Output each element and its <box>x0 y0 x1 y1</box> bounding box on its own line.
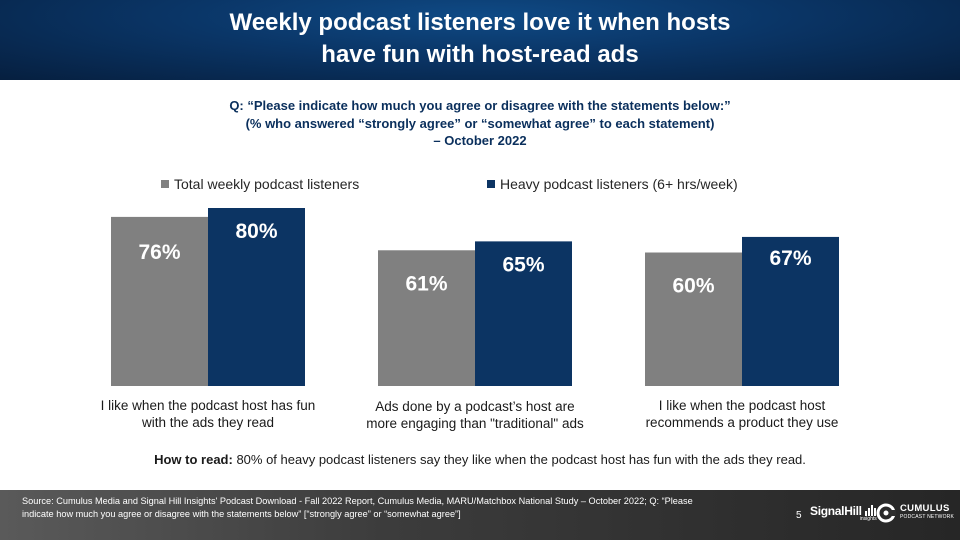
bar-total-3 <box>645 252 742 386</box>
data-label-total-3: 60% <box>672 275 714 298</box>
footer-bar: Source: Cumulus Media and Signal Hill In… <box>0 490 960 540</box>
page-title-line-2: have fun with host-read ads <box>321 41 639 68</box>
category-label-1-line-1: I like when the podcast host has fun <box>100 398 316 413</box>
how-to-read-label: How to read: <box>154 452 233 467</box>
legend-label-total: Total weekly podcast listeners <box>174 176 360 192</box>
legend-item-total: Total weekly podcast listeners <box>161 176 359 192</box>
category-label-2-line-1: Ads done by a podcast’s host are <box>375 399 575 414</box>
page-title-line-1: Weekly podcast listeners love it when ho… <box>229 9 731 36</box>
signal-bars-icon <box>864 505 876 516</box>
legend-item-heavy: Heavy podcast listeners (6+ hrs/week) <box>487 176 738 192</box>
legend-swatch-total <box>161 180 169 188</box>
data-label-heavy-1: 80% <box>235 220 277 243</box>
bar-total-1 <box>111 216 208 386</box>
cumulus-c-icon <box>876 503 896 523</box>
category-label-3-line-1: I like when the podcast host <box>658 398 826 413</box>
cumulus-logo: CUMULUS PODCAST NETWORK <box>876 503 954 523</box>
source-note: Source: Cumulus Media and Signal Hill In… <box>22 496 693 519</box>
how-to-read: How to read: 80% of heavy podcast listen… <box>0 452 960 467</box>
category-label-2: Ads done by a podcast’s host are more eng… <box>340 398 610 432</box>
data-label-total-1: 76% <box>138 241 180 264</box>
category-label-3-line-2: recommends a product they use <box>645 415 839 430</box>
bar-heavy-3 <box>742 236 839 386</box>
legend-swatch-heavy <box>487 180 495 188</box>
data-label-heavy-3: 67% <box>769 247 811 270</box>
how-to-read-text: 80% of heavy podcast listeners say they … <box>232 452 806 467</box>
page-title: Weekly podcast listeners love it when ho… <box>0 7 960 71</box>
title-banner: Weekly podcast listeners love it when ho… <box>0 0 960 80</box>
signal-hill-logo: SignalHill insights <box>810 504 877 522</box>
category-label-1: I like when the podcast host has fun with… <box>73 397 343 431</box>
data-label-heavy-2: 65% <box>502 253 544 276</box>
question-line-2: (% who answered “strongly agree” or “som… <box>245 115 715 131</box>
signal-hill-sub: insights <box>859 516 877 522</box>
question-line-3: – October 2022 <box>433 133 527 148</box>
survey-question: Q: “Please indicate how much you agree o… <box>100 97 860 150</box>
bar-chart: 76% 61% 60% 80% 65% 67% <box>111 208 839 386</box>
bar-total-2 <box>378 250 475 386</box>
bar-heavy-2 <box>475 241 572 386</box>
signal-hill-name: SignalHill <box>810 504 862 518</box>
data-label-total-2: 61% <box>405 272 447 295</box>
bar-heavy-1 <box>208 208 305 386</box>
category-label-2-line-2: more engaging than "traditional" ads <box>366 416 584 431</box>
page-number: 5 <box>796 510 802 521</box>
question-line-1: Q: “Please indicate how much you agree o… <box>229 98 731 113</box>
cumulus-name: CUMULUS <box>900 503 950 514</box>
category-label-3: I like when the podcast host recommends a… <box>607 397 877 431</box>
cumulus-wordmark: CUMULUS PODCAST NETWORK <box>900 504 954 522</box>
legend-label-heavy: Heavy podcast listeners (6+ hrs/week) <box>500 176 738 192</box>
cumulus-sub: PODCAST NETWORK <box>900 514 955 520</box>
chart-legend: Total weekly podcast listeners Heavy pod… <box>0 176 960 196</box>
category-label-1-line-2: with the ads they read <box>141 415 275 430</box>
